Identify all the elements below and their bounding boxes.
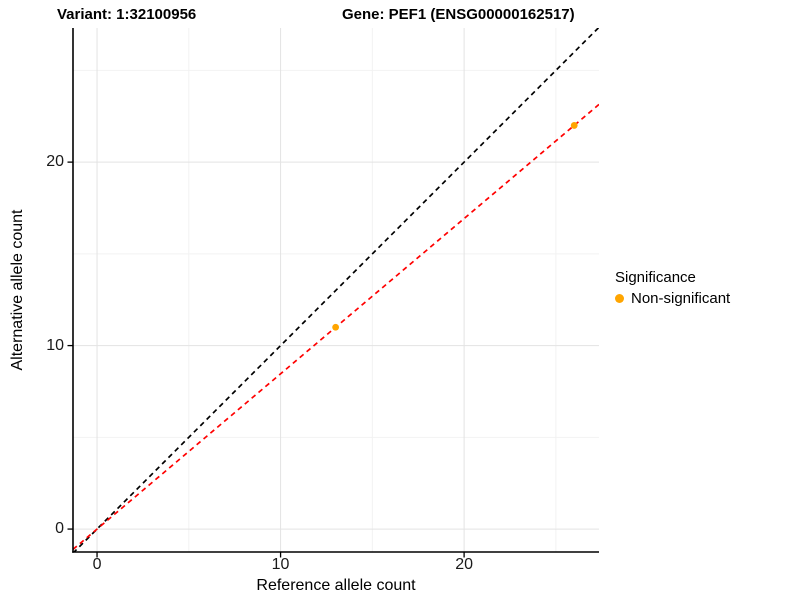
legend-title: Significance <box>615 269 696 286</box>
y-tick-label: 0 <box>55 520 64 538</box>
y-tick-label: 20 <box>46 153 64 171</box>
legend-item-label: Non-significant <box>631 289 731 307</box>
legend-item-non-significant: Non-significant <box>615 288 730 308</box>
gene-title: Gene: PEF1 (ENSG00000162517) <box>342 6 575 23</box>
x-tick-label: 0 <box>92 556 102 573</box>
x-axis-title: Reference allele count <box>256 577 416 594</box>
data-point <box>332 323 340 331</box>
x-tick-label: 20 <box>455 556 473 573</box>
y-axis-title: Alternative allele count <box>9 209 26 371</box>
legend: Significance Non-significant <box>615 268 730 308</box>
variant-title: Variant: 1:32100956 <box>57 6 197 23</box>
data-point <box>570 122 578 129</box>
y-tick-label: 10 <box>46 336 64 354</box>
circle-icon <box>615 293 624 303</box>
identity-line <box>73 28 599 552</box>
x-tick-label: 10 <box>271 556 290 573</box>
